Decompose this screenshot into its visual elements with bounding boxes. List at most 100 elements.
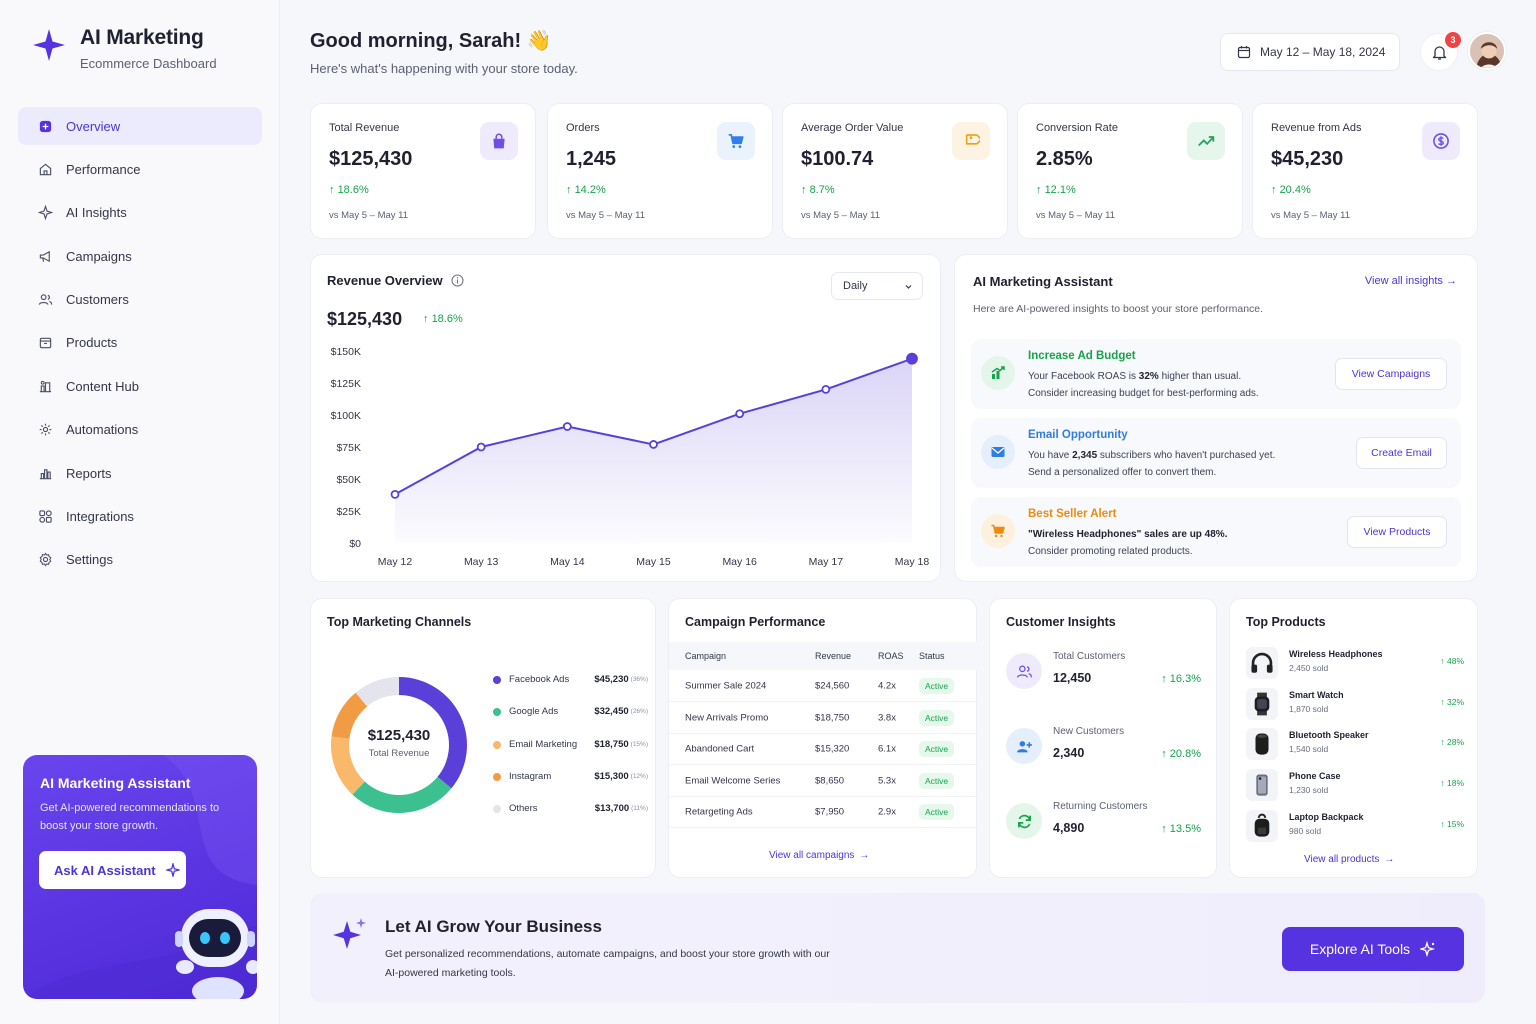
period-select[interactable]: Daily	[831, 272, 923, 300]
insight-text-pre: Your Facebook ROAS is	[1028, 371, 1139, 382]
brand-title: AI Marketing	[80, 26, 204, 49]
table-cell: 4.2x	[878, 680, 896, 692]
greeting-title: Good morning, Sarah! 👋	[310, 30, 552, 52]
kpi-card-total-revenue[interactable]: Total Revenue $125,430 ↑ 18.6% vs May 5 – M…	[310, 103, 536, 239]
sidebar-item-overview[interactable]: Overview	[18, 107, 262, 145]
table-cell: $18,750	[815, 712, 850, 723]
sidebar-item-integrations[interactable]: Integrations	[18, 498, 262, 536]
table-row[interactable]: Retargeting Ads $7,950 2.9x Active	[669, 797, 977, 828]
ai-assistant-promo: AI Marketing Assistant Get AI-powered re…	[23, 755, 257, 999]
view-all-campaigns-link[interactable]: View all campaigns →	[769, 850, 870, 861]
table-row[interactable]: Abandoned Cart $15,320 6.1x Active	[669, 734, 977, 765]
megaphone-icon	[39, 250, 50, 262]
customer-stat-value: 2,340	[1053, 746, 1085, 760]
sidebar-item-content-hub[interactable]: Content Hub	[18, 367, 262, 405]
kpi-card-revenue-from-ads[interactable]: Revenue from Ads $45,230 ↑ 20.4% vs May 5 –…	[1252, 103, 1478, 239]
view-all-insights-link[interactable]: View all insights →	[1364, 275, 1457, 287]
legend-item-facebook-ads[interactable]: Facebook Ads $45,230 (36%)	[493, 674, 648, 685]
table-cell: Summer Sale 2024	[685, 680, 767, 692]
explore-ai-tools-button[interactable]: Explore AI Tools	[1282, 927, 1464, 971]
sidebar-item-label: Content Hub	[66, 378, 139, 394]
sparkles-icon	[333, 918, 366, 949]
product-change-value: 18%	[1446, 778, 1464, 789]
sidebar-item-products[interactable]: Products	[18, 324, 262, 362]
legend-item-others[interactable]: Others $13,700 (11%)	[493, 803, 648, 814]
kpi-card-average-order-value[interactable]: Average Order Value $100.74 ↑ 8.7% vs May 5…	[782, 103, 1008, 239]
sidebar-item-reports[interactable]: Reports	[18, 454, 262, 492]
kpi-icon-tile	[952, 122, 990, 160]
sparkle-icon	[38, 205, 53, 221]
view-campaigns-button[interactable]: View Campaigns	[1335, 358, 1447, 390]
campaign-table-header: Campaign Revenue ROAS Status	[669, 642, 977, 670]
revenue-point[interactable]	[735, 409, 745, 419]
revenue-point[interactable]	[476, 442, 486, 452]
chart-up-icon	[991, 366, 1005, 379]
brand[interactable]: AI Marketing Ecommerce Dashboard	[32, 26, 217, 71]
product-wireless-headphones[interactable]: Wireless Headphones 2,450 sold ↑ 48%	[1246, 645, 1464, 681]
product-phone-case[interactable]: Phone Case 1,230 sold ↑ 18%	[1246, 767, 1464, 803]
dollar-circle-icon	[1433, 133, 1449, 149]
sidebar-item-customers[interactable]: Customers	[18, 281, 262, 319]
insight-text: You have 2,345 subscribers who haven't p…	[1028, 447, 1318, 481]
view-all-products-link[interactable]: View all products →	[1304, 854, 1395, 865]
table-row[interactable]: Summer Sale 2024 $24,560 4.2x Active	[669, 671, 977, 702]
ai-growth-banner: Let AI Grow Your Business Get personaliz…	[310, 893, 1485, 1003]
revenue-point[interactable]	[649, 440, 658, 449]
product-smart-watch[interactable]: Smart Watch 1,870 sold ↑ 32%	[1246, 686, 1464, 722]
view-all-products-label: View all products	[1304, 854, 1380, 865]
sidebar-item-settings[interactable]: Settings	[18, 541, 262, 579]
info-icon[interactable]	[451, 274, 464, 287]
period-select-value: Daily	[843, 280, 868, 292]
product-bluetooth-speaker[interactable]: Bluetooth Speaker 1,540 sold ↑ 28%	[1246, 726, 1464, 762]
product-thumbnail	[1246, 769, 1278, 802]
insight-icon-tile	[981, 514, 1015, 548]
date-range-picker[interactable]: May 12 – May 18, 2024	[1220, 33, 1400, 71]
sidebar-item-label: Customers	[66, 292, 129, 308]
revenue-point[interactable]	[562, 422, 572, 431]
insight-best-seller-alert: Best Seller Alert "Wireless Headphones" s…	[971, 497, 1461, 567]
sidebar-item-automations[interactable]: Automations	[18, 411, 262, 449]
legend-item-email-marketing[interactable]: Email Marketing $18,750 (15%)	[493, 739, 648, 750]
automation-icon	[39, 423, 52, 436]
user-plus-icon	[1016, 740, 1032, 752]
legend-item-instagram[interactable]: Instagram $15,300 (12%)	[493, 771, 648, 782]
banner-text: Get personalized recommendations, automa…	[385, 948, 830, 979]
sidebar-item-ai-insights[interactable]: AI Insights	[18, 194, 262, 232]
kpi-card-orders[interactable]: Orders 1,245 ↑ 14.2% vs May 5 – May 11	[547, 103, 773, 239]
table-row[interactable]: Email Welcome Series $8,650 5.3x Active	[669, 766, 977, 797]
insight-text-line2: Send a personalized offer to convert the…	[1028, 467, 1217, 478]
kpi-card-conversion-rate[interactable]: Conversion Rate 2.85% ↑ 12.1% vs May 5 – Ma…	[1017, 103, 1243, 239]
sidebar-item-campaigns[interactable]: Campaigns	[18, 237, 262, 275]
product-change: ↑ 18%	[1440, 778, 1464, 789]
cart-icon	[991, 524, 1005, 538]
donut-slice-email-marketing[interactable]	[331, 736, 365, 795]
revenue-overview-value: $125,430	[327, 309, 403, 329]
campaign-performance-title: Campaign Performance	[685, 615, 826, 629]
donut-slice-others[interactable]	[355, 677, 399, 707]
kpi-value: 1,245	[566, 148, 617, 170]
revenue-point[interactable]	[390, 489, 400, 499]
phone-icon	[1256, 774, 1268, 796]
insight-text-pre: You have	[1028, 450, 1073, 461]
sidebar-item-performance[interactable]: Performance	[18, 150, 262, 188]
notifications-button[interactable]: 3	[1420, 32, 1461, 71]
donut-slice-facebook-ads[interactable]	[399, 677, 467, 789]
revenue-overview-change: ↑ 18.6%	[423, 313, 463, 325]
revenue-point[interactable]	[906, 352, 918, 365]
col-roas: ROAS	[878, 651, 904, 661]
y-tick-label: $75K	[336, 442, 361, 454]
table-row[interactable]: New Arrivals Promo $18,750 3.8x Active	[669, 703, 977, 734]
revenue-point[interactable]	[821, 385, 831, 394]
donut-slice-google-ads[interactable]	[352, 776, 452, 813]
product-laptop-backpack[interactable]: Laptop Backpack 980 sold ↑ 15%	[1246, 808, 1464, 844]
sparkle-icon	[1420, 941, 1436, 957]
kpi-change: ↑ 12.1%	[1036, 184, 1076, 196]
legend-item-google-ads[interactable]: Google Ads $32,450 (26%)	[493, 706, 648, 717]
legend-swatch	[493, 675, 501, 684]
create-email-button[interactable]: Create Email	[1356, 437, 1447, 469]
user-avatar[interactable]	[1468, 32, 1506, 70]
view-products-button[interactable]: View Products	[1347, 516, 1447, 548]
donut-slice-instagram[interactable]	[331, 692, 368, 739]
kpi-icon-tile	[1187, 122, 1225, 160]
ask-ai-assistant-button[interactable]: Ask AI Assistant	[39, 851, 186, 889]
